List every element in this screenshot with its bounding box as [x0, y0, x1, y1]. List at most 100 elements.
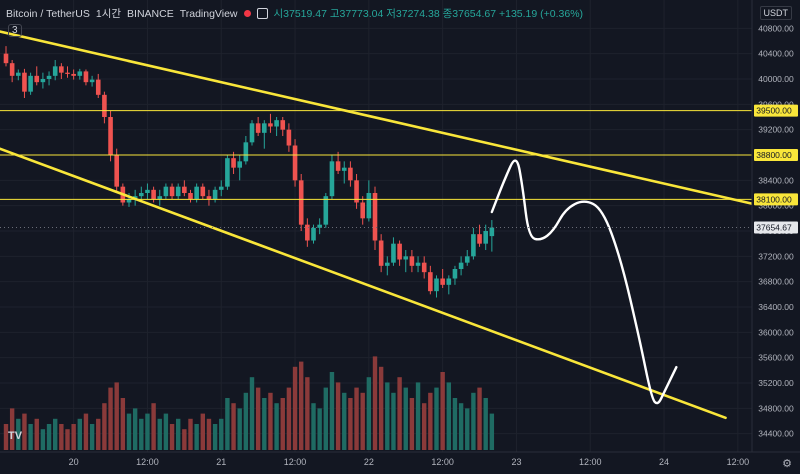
volume-bar	[342, 392, 347, 450]
volume-bar	[28, 424, 33, 450]
volume-bar	[409, 398, 415, 450]
currency-selector[interactable]: USDT	[759, 6, 792, 20]
y-tick-label: 39600.00	[758, 99, 794, 109]
market-status-icon	[243, 10, 251, 17]
platform-label: TradingView	[179, 7, 238, 20]
candle	[397, 243, 402, 260]
candle	[477, 234, 482, 244]
candle	[385, 262, 390, 266]
y-tick-label: 37200.00	[758, 251, 794, 261]
volume-bar	[446, 382, 451, 450]
volume-bar	[53, 418, 58, 450]
volume-bar	[71, 424, 76, 450]
candle	[22, 72, 27, 92]
candle	[440, 278, 445, 285]
candle	[409, 256, 415, 266]
candle	[458, 262, 464, 269]
volume-bar	[317, 408, 322, 450]
volume-bar	[194, 424, 199, 450]
candle	[329, 161, 335, 197]
interval-label[interactable]: 1시간	[95, 8, 122, 20]
candle	[9, 63, 15, 76]
candle	[249, 123, 255, 143]
last-price-tag	[754, 221, 798, 234]
volume-bar	[378, 366, 384, 450]
volume-bar	[415, 382, 421, 450]
candle	[434, 278, 439, 292]
y-tick-label: 35600.00	[758, 353, 794, 363]
level-price-tag	[754, 104, 798, 117]
volume-bar	[489, 413, 495, 450]
volume-bar	[176, 418, 181, 450]
volume-bar	[483, 398, 488, 450]
candle	[225, 158, 230, 187]
candle	[126, 199, 132, 203]
volume-bar	[440, 372, 445, 450]
candle	[421, 262, 427, 273]
time-axis	[0, 452, 800, 474]
trendline	[0, 30, 790, 214]
candle	[471, 234, 476, 257]
volume-bar	[16, 418, 21, 450]
candle	[286, 129, 292, 146]
y-tick-label: 38400.00	[758, 175, 794, 185]
y-tick-label: 40000.00	[758, 74, 794, 84]
volume-bar	[40, 429, 46, 450]
volume-bar	[305, 377, 310, 450]
volume-bar	[182, 429, 187, 450]
volume-bar	[3, 424, 9, 450]
gear-icon[interactable]: ⚙	[782, 458, 792, 470]
x-tick-label: 12:00	[579, 457, 602, 467]
candle	[231, 158, 236, 168]
candle	[175, 186, 181, 197]
candle	[46, 75, 52, 79]
candle	[268, 123, 273, 127]
volume-bar	[372, 356, 378, 450]
candle	[372, 193, 378, 241]
volume-bar	[22, 413, 27, 450]
volume-bar	[366, 377, 372, 450]
volume-bar	[169, 424, 175, 450]
x-tick-label: 12:00	[136, 457, 159, 467]
candle	[34, 75, 40, 83]
price-axis	[752, 0, 800, 474]
level-price-tag	[754, 149, 798, 161]
volume-bar	[89, 424, 95, 450]
y-tick-label: 36800.00	[758, 277, 794, 287]
volume-bar	[286, 387, 292, 450]
symbol-title[interactable]: Bitcoin / TetherUS	[6, 7, 90, 20]
candle	[77, 71, 83, 76]
volume-bar	[452, 398, 458, 450]
y-tick-label: 39200.00	[758, 125, 794, 135]
volume-bar	[335, 382, 341, 450]
indicator-count-badge[interactable]: 3	[8, 24, 22, 37]
candle	[446, 278, 452, 285]
candle	[323, 196, 329, 225]
volume-bar	[231, 403, 236, 450]
volume-bar	[102, 403, 107, 450]
candle	[65, 72, 70, 74]
volume-bar	[403, 387, 408, 450]
candle	[163, 186, 169, 197]
volume-bar	[237, 408, 242, 450]
candle	[378, 240, 384, 266]
volume-bar	[163, 413, 169, 450]
volume-bar	[151, 403, 156, 450]
x-tick-label: 12:00	[284, 457, 307, 467]
volume-bar	[299, 361, 304, 450]
candle	[237, 161, 242, 168]
candle	[428, 272, 433, 292]
volume-bar	[126, 413, 132, 450]
chart-header: Bitcoin / TetherUS 1시간 BINANCE TradingVi…	[6, 6, 583, 21]
x-tick-label: 22	[364, 457, 374, 467]
candle	[317, 224, 322, 228]
candle	[108, 117, 113, 155]
volume-bar	[274, 403, 279, 450]
y-tick-label: 40800.00	[758, 23, 794, 33]
volume-bar	[139, 418, 144, 450]
volume-bar	[65, 429, 70, 450]
flag-icon[interactable]	[256, 8, 268, 19]
y-tick-label: 34800.00	[758, 403, 794, 413]
ohlc-readout: 시37519.47 고37773.04 저37274.38 종37654.67 …	[273, 8, 584, 20]
